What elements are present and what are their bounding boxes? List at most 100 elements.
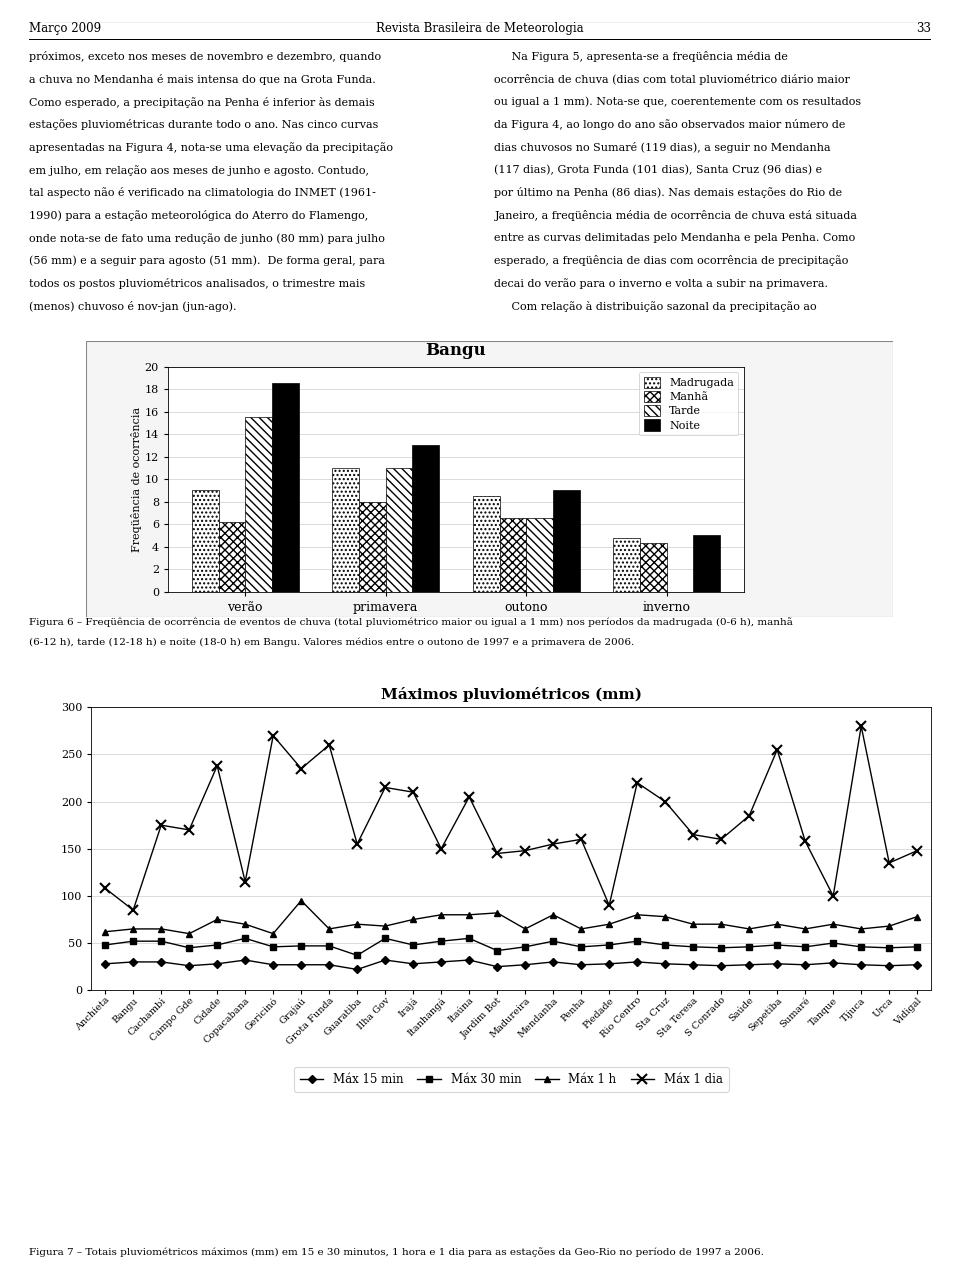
Bar: [413, 445, 439, 592]
Text: ocorrência de chuva (dias com total pluviométrico diário maior: ocorrência de chuva (dias com total pluv…: [494, 75, 851, 85]
Máx 15 min: [100, 955, 111, 971]
Máx 15 min: [128, 954, 139, 970]
Máx 1 h: [296, 892, 307, 908]
Bar: [192, 490, 219, 592]
Máx 1 h: [575, 921, 587, 936]
Máx 1 dia: [268, 728, 279, 743]
Text: (6-12 h), tarde (12-18 h) e noite (18-0 h) em Bangu. Valores médios entre o outo: (6-12 h), tarde (12-18 h) e noite (18-0 …: [29, 638, 634, 647]
Máx 30 min: [911, 939, 923, 954]
Text: Com relação à distribuição sazonal da precipitação ao: Com relação à distribuição sazonal da pr…: [494, 301, 817, 311]
Máx 1 dia: [604, 898, 615, 913]
Máx 15 min: [492, 959, 503, 975]
Y-axis label: Freqüência de ocorrência: Freqüência de ocorrência: [131, 406, 142, 552]
Máx 15 min: [268, 957, 279, 972]
Text: Figura 7 – Totais pluviométricos máximos (mm) em 15 e 30 minutos, 1 hora e 1 dia: Figura 7 – Totais pluviométricos máximos…: [29, 1247, 763, 1258]
Máx 1 h: [828, 917, 839, 932]
Máx 1 dia: [183, 822, 195, 837]
Bar: [332, 468, 359, 592]
Máx 1 dia: [379, 779, 391, 795]
Máx 1 h: [632, 907, 643, 922]
Máx 1 dia: [519, 842, 531, 858]
Máx 1 dia: [100, 881, 111, 896]
Máx 15 min: [239, 953, 251, 968]
Máx 1 h: [156, 921, 167, 936]
Bar: [640, 543, 667, 592]
Máx 1 dia: [883, 855, 895, 871]
Máx 30 min: [800, 939, 811, 954]
Text: em julho, em relação aos meses de junho e agosto. Contudo,: em julho, em relação aos meses de junho …: [29, 165, 369, 176]
Bar: [553, 490, 580, 592]
Máx 1 dia: [772, 742, 783, 757]
Máx 1 h: [268, 926, 279, 941]
Máx 15 min: [464, 953, 475, 968]
Text: decai do verão para o inverno e volta a subir na primavera.: decai do verão para o inverno e volta a …: [494, 278, 828, 289]
Máx 1 h: [324, 921, 335, 936]
Text: por último na Penha (86 dias). Nas demais estações do Rio de: por último na Penha (86 dias). Nas demai…: [494, 188, 843, 198]
Máx 1 h: [351, 917, 363, 932]
Máx 1 dia: [828, 889, 839, 904]
Máx 15 min: [436, 954, 447, 970]
Máx 1 h: [379, 918, 391, 934]
Máx 30 min: [407, 937, 419, 953]
Máx 30 min: [296, 939, 307, 954]
Text: Revista Brasileira de Meteorologia: Revista Brasileira de Meteorologia: [376, 22, 584, 35]
Máx 1 dia: [296, 761, 307, 777]
Máx 1 h: [715, 917, 727, 932]
Máx 15 min: [632, 954, 643, 970]
Text: Figura 6 – Freqüência de ocorrência de eventos de chuva (total pluviométrico mai: Figura 6 – Freqüência de ocorrência de e…: [29, 617, 793, 628]
Máx 30 min: [687, 939, 699, 954]
FancyBboxPatch shape: [86, 341, 893, 617]
Text: da Figura 4, ao longo do ano são observados maior número de: da Figura 4, ao longo do ano são observa…: [494, 120, 846, 130]
Máx 15 min: [407, 955, 419, 971]
Máx 1 dia: [743, 808, 755, 823]
Máx 1 dia: [351, 836, 363, 851]
Bar: [219, 522, 245, 592]
Máx 15 min: [911, 957, 923, 972]
Máx 15 min: [324, 957, 335, 972]
Máx 15 min: [715, 958, 727, 974]
Máx 1 dia: [156, 818, 167, 833]
Legend: Máx 15 min, Máx 30 min, Máx 1 h, Máx 1 dia: Máx 15 min, Máx 30 min, Máx 1 h, Máx 1 d…: [294, 1067, 729, 1092]
Máx 1 h: [100, 925, 111, 940]
Máx 30 min: [436, 934, 447, 949]
Bar: [272, 383, 299, 592]
Máx 30 min: [100, 937, 111, 953]
Text: dias chuvosos no Sumaré (119 dias), a seguir no Mendanha: dias chuvosos no Sumaré (119 dias), a se…: [494, 143, 831, 153]
Line: Máx 1 h: Máx 1 h: [102, 898, 921, 937]
Máx 15 min: [687, 957, 699, 972]
Máx 30 min: [828, 935, 839, 950]
Máx 15 min: [660, 955, 671, 971]
Máx 1 h: [604, 917, 615, 932]
Máx 30 min: [855, 939, 867, 954]
Title: Bangu: Bangu: [425, 342, 487, 359]
Máx 30 min: [883, 940, 895, 955]
Máx 1 dia: [547, 836, 559, 851]
Bar: [386, 468, 413, 592]
Máx 30 min: [351, 948, 363, 963]
Máx 30 min: [519, 939, 531, 954]
Text: próximos, exceto nos meses de novembro e dezembro, quando: próximos, exceto nos meses de novembro e…: [29, 51, 381, 63]
Máx 1 h: [800, 921, 811, 936]
Máx 30 min: [128, 934, 139, 949]
Line: Máx 15 min: Máx 15 min: [103, 957, 920, 972]
Line: Máx 30 min: Máx 30 min: [102, 935, 921, 959]
Máx 30 min: [492, 943, 503, 958]
Máx 30 min: [324, 939, 335, 954]
Máx 30 min: [604, 937, 615, 953]
Máx 15 min: [156, 954, 167, 970]
Máx 15 min: [296, 957, 307, 972]
Máx 1 h: [211, 912, 223, 927]
Máx 15 min: [743, 957, 755, 972]
Máx 1 h: [743, 921, 755, 936]
Máx 1 dia: [715, 832, 727, 847]
Máx 30 min: [268, 939, 279, 954]
Máx 1 dia: [492, 846, 503, 862]
Máx 1 dia: [632, 775, 643, 791]
Máx 15 min: [183, 958, 195, 974]
Text: tal aspecto não é verificado na climatologia do INMET (1961-: tal aspecto não é verificado na climatol…: [29, 188, 375, 198]
Máx 30 min: [743, 939, 755, 954]
Máx 1 dia: [436, 841, 447, 856]
Bar: [473, 496, 499, 592]
Máx 30 min: [239, 931, 251, 946]
Máx 1 dia: [464, 790, 475, 805]
